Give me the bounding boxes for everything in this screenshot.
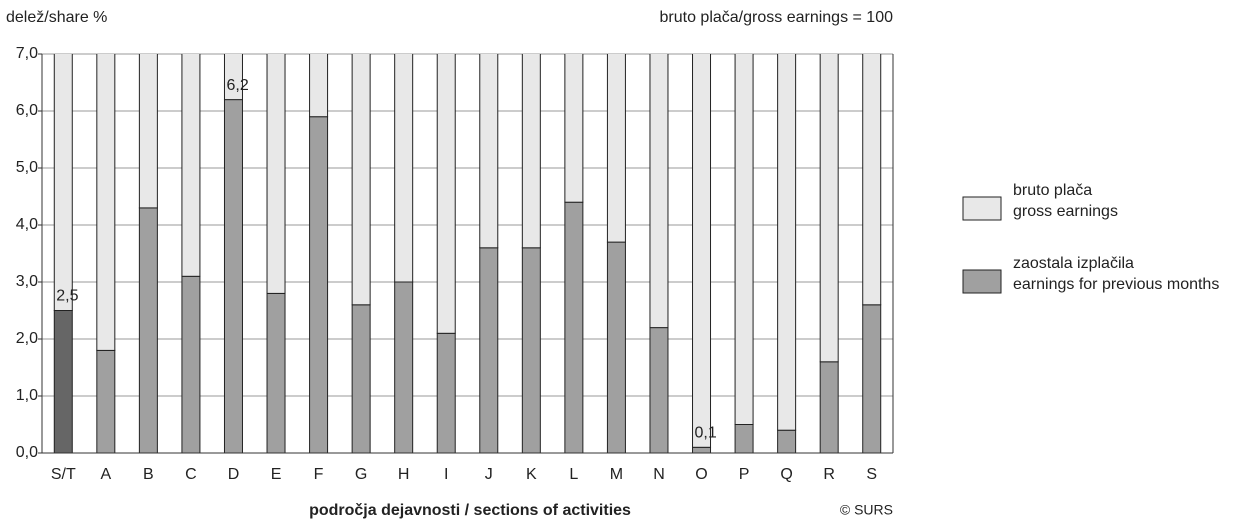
x-tick-label: N	[653, 466, 665, 483]
bar-segment	[181, 275, 201, 454]
bar-segment	[309, 116, 329, 454]
bar-segment	[734, 54, 754, 425]
bar-segment	[96, 54, 116, 351]
bar-segment	[692, 446, 712, 454]
x-tick-label: I	[444, 466, 448, 483]
x-tick-label: E	[271, 466, 282, 483]
bar-segment	[479, 54, 499, 249]
x-tick-label: S/T	[51, 466, 76, 483]
x-tick-label: Q	[780, 466, 792, 483]
bar-segment	[692, 54, 712, 448]
bar-segment	[266, 54, 286, 294]
legend-label: bruto plača	[1013, 182, 1092, 199]
bar-segment	[138, 54, 158, 209]
x-tick-label: C	[185, 466, 197, 483]
bar-segment	[394, 281, 414, 454]
bar-segment	[606, 54, 626, 243]
legend-label: gross earnings	[1013, 203, 1118, 220]
bar-segment	[223, 99, 243, 454]
y-tick-label: 5,0	[16, 159, 38, 176]
bar-segment	[521, 54, 541, 249]
x-tick-label: L	[569, 466, 578, 483]
value-label: 2,5	[56, 288, 78, 305]
legend-swatch	[962, 269, 1002, 294]
bar-segment	[777, 54, 797, 431]
x-axis-title: področja dejavnosti / sections of activi…	[309, 502, 631, 519]
x-tick-label: O	[695, 466, 707, 483]
y-tick-label: 3,0	[16, 273, 38, 290]
x-tick-label: S	[866, 466, 877, 483]
bar-segment	[436, 332, 456, 454]
bar-segment	[479, 247, 499, 454]
bar-segment	[181, 54, 201, 277]
x-tick-label: M	[610, 466, 623, 483]
bar-segment	[53, 54, 73, 311]
x-tick-label: G	[355, 466, 367, 483]
bar-segment	[138, 207, 158, 454]
y-axis-title: delež/share %	[6, 9, 107, 26]
bar-segment	[606, 241, 626, 454]
legend-label: zaostala izplačila	[1013, 255, 1134, 272]
y-tick-label: 7,0	[16, 45, 38, 62]
bar-segment	[777, 429, 797, 454]
bar-segment	[351, 304, 371, 454]
y-tick-label: 6,0	[16, 102, 38, 119]
y-tick-label: 0,0	[16, 444, 38, 461]
bar-segment	[862, 54, 882, 306]
x-tick-label: R	[823, 466, 835, 483]
note: bruto plača/gross earnings = 100	[660, 9, 894, 26]
y-tick-label: 4,0	[16, 216, 38, 233]
bar-segment	[564, 201, 584, 454]
x-tick-label: F	[314, 466, 324, 483]
bar-segment	[351, 54, 371, 306]
legend-label: earnings for previous months	[1013, 276, 1219, 293]
bar-segment	[862, 304, 882, 454]
bar-segment	[266, 292, 286, 454]
bar-segment	[649, 54, 669, 329]
x-tick-label: B	[143, 466, 154, 483]
bar-segment	[394, 54, 414, 283]
bar-segment	[521, 247, 541, 454]
x-tick-label: H	[398, 466, 410, 483]
x-tick-label: J	[485, 466, 493, 483]
bar-segment	[96, 349, 116, 454]
bar-segment	[649, 327, 669, 454]
bar-segment	[819, 54, 839, 363]
bars	[53, 54, 882, 454]
x-tick-label: A	[100, 466, 111, 483]
x-tick-label: D	[228, 466, 240, 483]
bar-segment	[309, 54, 329, 118]
source: © SURS	[840, 502, 893, 518]
x-tick-label: K	[526, 466, 537, 483]
legend-swatch	[962, 196, 1002, 221]
y-tick-label: 1,0	[16, 387, 38, 404]
value-label: 6,2	[226, 77, 248, 94]
value-label: 0,1	[695, 425, 717, 442]
bar-segment	[53, 310, 73, 454]
bar-segment	[564, 54, 584, 203]
bar-segment	[819, 361, 839, 454]
bar-segment	[436, 54, 456, 334]
y-tick-label: 2,0	[16, 330, 38, 347]
bar-segment	[223, 54, 243, 101]
x-tick-label: P	[739, 466, 750, 483]
bar-segment	[734, 424, 754, 454]
